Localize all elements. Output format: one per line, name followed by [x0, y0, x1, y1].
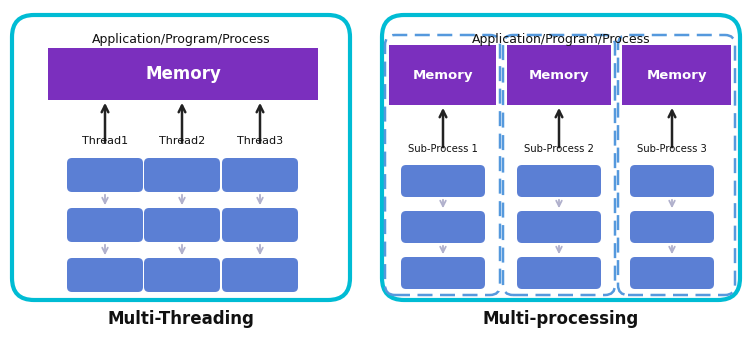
- FancyBboxPatch shape: [517, 165, 601, 197]
- Text: Application/Program/Process: Application/Program/Process: [471, 33, 651, 46]
- FancyBboxPatch shape: [517, 211, 601, 243]
- FancyBboxPatch shape: [144, 158, 220, 192]
- FancyBboxPatch shape: [630, 165, 714, 197]
- FancyBboxPatch shape: [401, 257, 485, 289]
- FancyBboxPatch shape: [12, 15, 350, 300]
- FancyBboxPatch shape: [630, 211, 714, 243]
- Text: Multi-Threading: Multi-Threading: [108, 310, 255, 328]
- Text: Application/Program/Process: Application/Program/Process: [92, 33, 270, 46]
- Text: Thread1: Thread1: [82, 136, 128, 146]
- Text: Memory: Memory: [412, 68, 473, 81]
- FancyBboxPatch shape: [67, 258, 143, 292]
- Text: Memory: Memory: [145, 65, 221, 83]
- FancyBboxPatch shape: [144, 208, 220, 242]
- FancyBboxPatch shape: [401, 211, 485, 243]
- Text: Sub-Process 2: Sub-Process 2: [524, 144, 594, 154]
- Text: Memory: Memory: [646, 68, 707, 81]
- FancyBboxPatch shape: [401, 165, 485, 197]
- FancyBboxPatch shape: [222, 208, 298, 242]
- Text: Thread3: Thread3: [237, 136, 283, 146]
- Text: Multi-processing: Multi-processing: [483, 310, 639, 328]
- Text: Thread2: Thread2: [159, 136, 205, 146]
- Bar: [622, 45, 731, 105]
- FancyBboxPatch shape: [222, 258, 298, 292]
- FancyBboxPatch shape: [67, 208, 143, 242]
- Bar: [507, 45, 611, 105]
- FancyBboxPatch shape: [67, 158, 143, 192]
- Bar: [48, 48, 318, 100]
- Text: Sub-Process 1: Sub-Process 1: [408, 144, 478, 154]
- FancyBboxPatch shape: [630, 257, 714, 289]
- FancyBboxPatch shape: [222, 158, 298, 192]
- Bar: [389, 45, 496, 105]
- Text: Memory: Memory: [529, 68, 589, 81]
- FancyBboxPatch shape: [382, 15, 740, 300]
- FancyBboxPatch shape: [144, 258, 220, 292]
- FancyBboxPatch shape: [517, 257, 601, 289]
- Text: Sub-Process 3: Sub-Process 3: [637, 144, 707, 154]
